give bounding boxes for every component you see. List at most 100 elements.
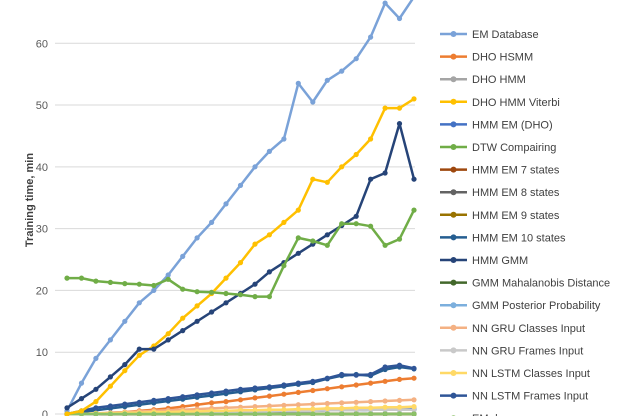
y-tick-label: 60 bbox=[36, 38, 48, 50]
legend-item: HMM EM 10 states bbox=[440, 232, 566, 244]
data-point bbox=[151, 397, 157, 403]
data-point bbox=[339, 400, 345, 406]
data-point bbox=[151, 346, 157, 352]
data-point bbox=[107, 411, 113, 416]
legend-label: EM dupa bbox=[472, 413, 517, 416]
legend-label: NN GRU Classes Input bbox=[472, 323, 585, 335]
data-point bbox=[93, 405, 99, 411]
data-point bbox=[78, 408, 85, 414]
data-point bbox=[223, 275, 229, 281]
data-point bbox=[180, 328, 186, 334]
data-point bbox=[353, 221, 359, 227]
data-point bbox=[223, 411, 229, 416]
data-point bbox=[396, 105, 403, 111]
legend-marker bbox=[450, 76, 457, 83]
data-point bbox=[382, 170, 388, 176]
data-point bbox=[252, 404, 258, 410]
data-point bbox=[396, 404, 403, 410]
legend-item: NN GRU Classes Input bbox=[440, 323, 585, 335]
legend-marker bbox=[450, 392, 457, 399]
data-point bbox=[93, 411, 99, 416]
data-point bbox=[281, 219, 287, 225]
data-point bbox=[295, 250, 301, 256]
data-point bbox=[151, 287, 157, 293]
legend-item: DHO HSMM bbox=[440, 52, 533, 64]
data-point bbox=[266, 148, 272, 154]
legend-label: NN GRU Frames Input bbox=[472, 345, 583, 357]
data-point bbox=[194, 411, 200, 416]
data-point bbox=[411, 397, 417, 403]
data-point bbox=[107, 279, 113, 285]
legend-item: NN GRU Frames Input bbox=[440, 345, 583, 357]
data-point bbox=[266, 411, 272, 416]
data-point bbox=[223, 290, 229, 297]
data-point bbox=[295, 406, 301, 412]
data-point bbox=[266, 384, 272, 390]
data-point bbox=[93, 386, 99, 392]
data-point bbox=[368, 399, 374, 405]
data-point bbox=[382, 411, 388, 416]
data-point bbox=[324, 405, 330, 411]
data-point bbox=[295, 80, 301, 86]
data-point bbox=[194, 402, 200, 408]
data-point bbox=[194, 392, 200, 398]
legend-item: DTW Compairing bbox=[440, 142, 556, 154]
data-point bbox=[396, 362, 403, 368]
legend: EM Database DHO HSMM DHO HMM DHO HMM Viterb… bbox=[440, 29, 610, 416]
data-point bbox=[223, 300, 229, 306]
data-point bbox=[252, 407, 258, 413]
data-point bbox=[353, 382, 359, 388]
data-point bbox=[411, 176, 417, 182]
data-point bbox=[324, 77, 330, 83]
data-point bbox=[368, 405, 374, 411]
data-point bbox=[266, 294, 272, 300]
data-point bbox=[382, 398, 388, 404]
legend-item: DHO HMM Viterbi bbox=[440, 97, 560, 109]
data-point bbox=[136, 399, 142, 405]
data-point bbox=[295, 389, 301, 395]
legend-marker bbox=[450, 370, 457, 376]
data-point bbox=[281, 407, 287, 413]
data-point bbox=[209, 390, 215, 396]
data-point bbox=[237, 411, 244, 416]
legend-marker bbox=[450, 324, 457, 331]
y-tick-label: 10 bbox=[36, 347, 48, 359]
legend-marker bbox=[450, 302, 457, 309]
data-point bbox=[165, 411, 171, 416]
legend-label: DHO HMM Viterbi bbox=[472, 97, 560, 109]
data-point bbox=[252, 385, 258, 391]
data-point bbox=[122, 411, 128, 416]
legend-label: GMM Posterior Probability bbox=[472, 300, 601, 312]
series-dtw-compairing bbox=[64, 207, 417, 300]
data-point bbox=[368, 34, 374, 40]
data-point bbox=[396, 236, 403, 242]
data-point bbox=[237, 182, 244, 188]
data-point bbox=[180, 411, 186, 416]
data-point bbox=[368, 223, 374, 229]
legend-marker bbox=[450, 121, 457, 128]
data-point bbox=[209, 219, 215, 225]
data-point bbox=[122, 368, 128, 374]
legend-label: HMM EM (DHO) bbox=[472, 119, 553, 131]
data-point bbox=[281, 402, 287, 408]
data-point bbox=[353, 405, 359, 411]
legend-marker bbox=[450, 257, 457, 263]
data-point bbox=[411, 404, 417, 410]
data-point bbox=[295, 207, 301, 213]
data-point bbox=[165, 276, 171, 282]
data-point bbox=[194, 303, 200, 309]
data-point bbox=[411, 411, 417, 416]
y-tick-label: 20 bbox=[36, 285, 48, 297]
data-point bbox=[78, 380, 85, 386]
data-point bbox=[151, 411, 157, 416]
legend-label: NN LSTM Classes Input bbox=[472, 368, 590, 380]
legend-marker bbox=[450, 31, 457, 37]
data-point bbox=[194, 235, 200, 241]
data-point bbox=[339, 405, 345, 411]
data-point bbox=[396, 376, 403, 382]
data-point bbox=[411, 96, 417, 102]
data-point bbox=[165, 331, 171, 337]
data-point bbox=[122, 281, 128, 287]
data-point bbox=[310, 378, 316, 384]
data-point bbox=[180, 286, 186, 292]
